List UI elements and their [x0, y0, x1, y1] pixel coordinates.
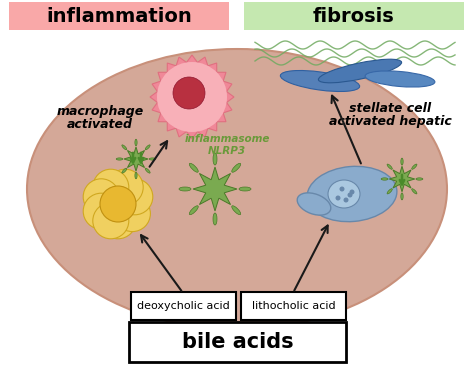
- Circle shape: [114, 196, 150, 232]
- Circle shape: [83, 193, 119, 229]
- Polygon shape: [124, 147, 148, 171]
- Ellipse shape: [401, 158, 403, 165]
- Ellipse shape: [381, 178, 388, 180]
- Ellipse shape: [412, 189, 417, 194]
- Ellipse shape: [280, 70, 360, 91]
- Ellipse shape: [135, 172, 137, 179]
- Circle shape: [339, 186, 345, 191]
- Ellipse shape: [387, 189, 392, 194]
- Ellipse shape: [412, 164, 417, 169]
- Circle shape: [336, 196, 340, 200]
- Text: deoxycholic acid: deoxycholic acid: [137, 301, 230, 311]
- FancyBboxPatch shape: [131, 292, 236, 320]
- Ellipse shape: [145, 168, 150, 173]
- FancyBboxPatch shape: [9, 2, 229, 30]
- Ellipse shape: [307, 166, 397, 222]
- Text: lithocholic acid: lithocholic acid: [252, 301, 335, 311]
- Ellipse shape: [213, 213, 217, 225]
- Circle shape: [344, 197, 348, 202]
- Polygon shape: [193, 167, 237, 211]
- Circle shape: [93, 169, 129, 205]
- Ellipse shape: [213, 153, 217, 165]
- Circle shape: [349, 190, 355, 194]
- Ellipse shape: [27, 49, 447, 329]
- Circle shape: [157, 62, 227, 132]
- Ellipse shape: [189, 206, 198, 215]
- Ellipse shape: [365, 71, 435, 87]
- Text: macrophage: macrophage: [56, 105, 144, 117]
- Circle shape: [100, 186, 136, 222]
- Ellipse shape: [145, 145, 150, 150]
- Ellipse shape: [232, 163, 241, 172]
- Ellipse shape: [116, 158, 123, 160]
- Text: inflammation: inflammation: [46, 6, 192, 25]
- Ellipse shape: [135, 139, 137, 146]
- FancyBboxPatch shape: [241, 292, 346, 320]
- Text: stellate cell: stellate cell: [349, 102, 431, 114]
- Ellipse shape: [319, 59, 401, 83]
- Text: activated: activated: [67, 117, 133, 130]
- Ellipse shape: [297, 193, 331, 215]
- Text: NLRP3: NLRP3: [208, 146, 246, 156]
- Ellipse shape: [149, 158, 156, 160]
- Ellipse shape: [189, 163, 198, 172]
- Circle shape: [117, 179, 153, 215]
- Circle shape: [100, 203, 136, 239]
- Polygon shape: [389, 166, 415, 192]
- Text: inflammasome: inflammasome: [184, 134, 270, 144]
- Ellipse shape: [416, 178, 423, 180]
- FancyBboxPatch shape: [129, 322, 346, 362]
- Ellipse shape: [387, 164, 392, 169]
- Polygon shape: [150, 55, 234, 139]
- Ellipse shape: [239, 187, 251, 191]
- Circle shape: [173, 77, 205, 109]
- Text: activated hepatic: activated hepatic: [328, 114, 451, 127]
- Circle shape: [93, 203, 129, 239]
- FancyBboxPatch shape: [244, 2, 464, 30]
- Ellipse shape: [328, 180, 360, 208]
- Ellipse shape: [179, 187, 191, 191]
- Ellipse shape: [401, 193, 403, 200]
- Circle shape: [83, 179, 119, 215]
- Circle shape: [107, 169, 143, 205]
- Text: fibrosis: fibrosis: [313, 6, 395, 25]
- Text: bile acids: bile acids: [182, 332, 293, 352]
- Ellipse shape: [122, 168, 127, 173]
- Ellipse shape: [232, 206, 241, 215]
- Ellipse shape: [122, 145, 127, 150]
- Circle shape: [347, 193, 353, 197]
